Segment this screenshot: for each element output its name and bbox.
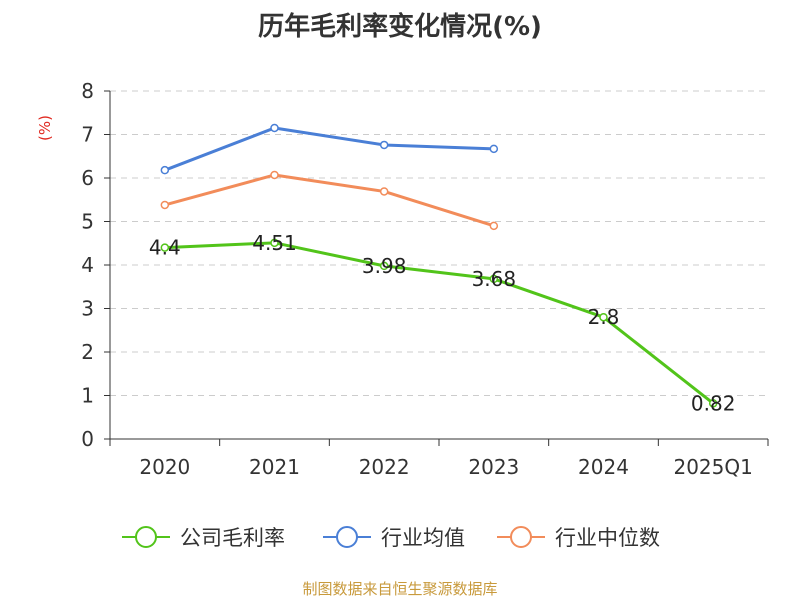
data-point [599, 312, 608, 322]
data-point [379, 140, 389, 150]
series-line [164, 173, 495, 228]
y-tick-label: 8 [81, 79, 94, 103]
data-point [489, 274, 499, 284]
series-lines [160, 123, 718, 408]
y-tick-label: 6 [81, 166, 94, 190]
y-axis-label: (%) [36, 115, 54, 141]
data-labels: 4.4 4.51 3.98 3.68 2.8 0.82 [149, 231, 736, 416]
x-tick-label: 2022 [359, 455, 410, 479]
data-point [270, 123, 279, 133]
data-label: 4.4 [149, 236, 181, 260]
data-label: 3.98 [362, 254, 407, 278]
data-point [160, 165, 170, 175]
x-tick-label: 2025Q1 [673, 455, 752, 479]
data-point [270, 238, 279, 248]
legend-marker [135, 526, 157, 548]
data-point [708, 399, 718, 408]
data-point [270, 170, 279, 180]
axes: 0 1 2 3 4 5 6 7 8 (%) 2020 2021 2022 2023 2024 2025Q1 [36, 79, 769, 479]
y-tick-label: 1 [81, 384, 94, 408]
data-label: 0.82 [691, 391, 736, 415]
data-point [489, 221, 499, 231]
legend-marker [336, 526, 358, 548]
legend: 公司毛利率 行业均值 行业中位数 [122, 526, 660, 550]
x-tick-label: 2020 [139, 455, 190, 479]
x-tick-label: 2021 [249, 455, 300, 479]
data-label: 2.8 [588, 305, 620, 329]
gridlines [110, 90, 768, 396]
y-tick-label: 3 [81, 297, 94, 321]
series-line [164, 241, 715, 405]
data-label: 4.51 [252, 231, 297, 255]
legend-label: 行业中位数 [555, 526, 660, 550]
data-point [160, 243, 170, 252]
legend-label: 行业均值 [381, 526, 465, 550]
y-tick-label: 4 [81, 253, 94, 277]
data-point [379, 261, 389, 271]
legend-marker [510, 526, 532, 548]
y-tick-label: 0 [81, 427, 94, 451]
x-tick-label: 2024 [578, 455, 629, 479]
x-tick-label: 2023 [468, 455, 519, 479]
data-label: 3.68 [472, 267, 517, 291]
data-point [379, 187, 389, 196]
source-note: 制图数据来自恒生聚源数据库 [302, 580, 498, 598]
data-point [489, 144, 499, 154]
y-tick-label: 2 [81, 340, 94, 364]
series-line [164, 126, 494, 172]
y-tick-label: 5 [81, 210, 94, 234]
chart-title: 历年毛利率变化情况(%) [258, 12, 542, 42]
y-tick-label: 7 [81, 123, 94, 147]
data-point [160, 200, 170, 210]
legend-label: 公司毛利率 [180, 526, 285, 550]
